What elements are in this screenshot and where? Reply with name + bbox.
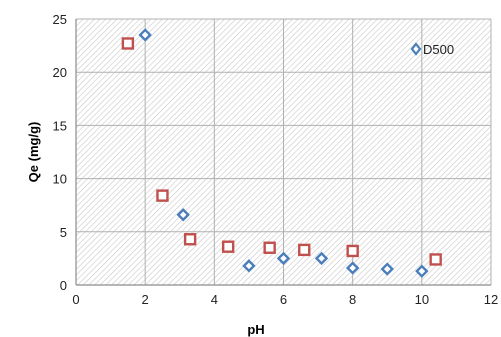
diamond-point (138, 28, 152, 42)
diamond-point (314, 251, 329, 266)
y-tick-label: 15 (53, 118, 67, 133)
axes (75, 19, 491, 286)
y-tick-label: 20 (53, 65, 67, 80)
x-tick-label: 2 (142, 292, 149, 307)
square-point (429, 253, 442, 266)
legend-diamond-marker (410, 42, 422, 56)
x-tick-label: 8 (349, 292, 356, 307)
y-axis-title: Qe (mg/g) (26, 122, 41, 183)
square-point (221, 240, 235, 253)
x-axis-title: pH (247, 322, 264, 337)
square-point (263, 241, 276, 254)
legend-label-d500: D500 (423, 42, 454, 57)
x-tick-label: 10 (415, 292, 429, 307)
x-tick-label: 4 (211, 292, 218, 307)
diamond-point (345, 261, 360, 275)
gridlines (76, 18, 492, 285)
y-tick-label: 0 (60, 278, 67, 293)
x-tick-labels: 0 2 4 6 8 10 12 (72, 292, 498, 307)
y-tick-label: 10 (53, 172, 67, 187)
diamond-point (176, 208, 190, 222)
diamond-point (276, 251, 291, 266)
y-tick-label: 5 (60, 225, 67, 240)
x-tick-label: 6 (280, 292, 287, 307)
diamond-point (380, 262, 394, 276)
y-tick-label: 25 (53, 12, 67, 27)
square-point (346, 244, 359, 258)
square-point (183, 233, 197, 246)
y-tick-labels: 0 5 10 15 20 25 (53, 12, 67, 293)
legend: D500 (410, 42, 454, 57)
x-tick-label: 0 (72, 292, 79, 307)
x-tick-label: 12 (484, 292, 498, 307)
data-points (121, 28, 442, 278)
diamond-point (242, 259, 256, 273)
square-point (121, 37, 135, 50)
square-point (156, 189, 169, 202)
diamond-point (415, 264, 429, 278)
square-point (298, 243, 311, 257)
